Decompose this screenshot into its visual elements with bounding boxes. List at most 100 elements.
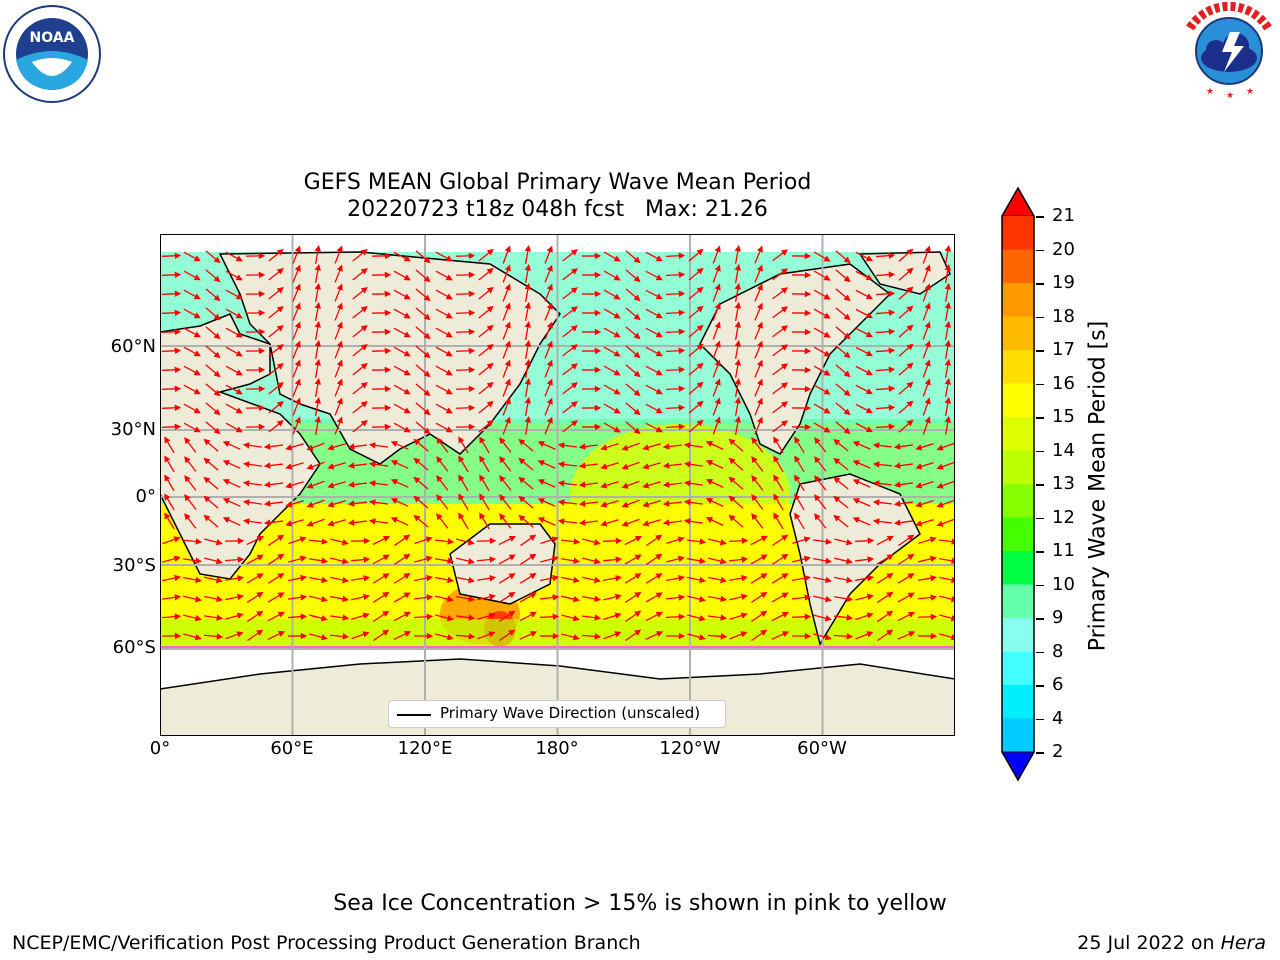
wave-arrow: [524, 358, 532, 378]
wave-arrow: [352, 324, 368, 338]
wave-arrow: [225, 289, 243, 300]
map-subtitle: 20220723 t18z 048h fcst Max: 21.26: [347, 197, 768, 222]
lon-tick-60e: 60°E: [270, 738, 314, 759]
colorbar-tick-mark: [1036, 752, 1044, 754]
wave-arrow: [666, 536, 685, 545]
wave-arrow: [582, 595, 602, 603]
wave-arrow: [662, 519, 683, 526]
wave-arrow: [285, 443, 304, 451]
wave-arrow: [562, 344, 578, 357]
wave-arrow: [855, 308, 874, 319]
wave-arrow: [415, 326, 431, 340]
wave-arrow: [537, 460, 556, 469]
wave-arrow: [705, 441, 724, 450]
wave-arrow: [267, 592, 285, 603]
noaa-logo-text: NOAA: [30, 30, 75, 46]
wave-arrow: [225, 384, 243, 395]
wave-arrow: [712, 264, 721, 283]
wave-arrow: [330, 576, 349, 584]
wave-arrow: [247, 629, 264, 642]
wave-arrow: [944, 358, 952, 378]
wave-arrow: [372, 554, 390, 565]
wave-arrow: [852, 498, 871, 507]
wave-arrow: [164, 474, 175, 492]
wave-arrow: [794, 512, 805, 530]
wave-arrow: [939, 633, 958, 641]
wave-arrow: [222, 479, 241, 488]
wave-arrow: [268, 325, 284, 338]
wave-arrow: [393, 365, 411, 376]
wave-arrow: [603, 251, 621, 262]
wave-arrow: [352, 286, 368, 300]
wave-arrow: [922, 378, 931, 397]
wave-arrow: [834, 576, 854, 584]
wave-arrow: [562, 363, 578, 376]
wave-arrow: [855, 612, 874, 621]
wave-arrow: [603, 346, 621, 357]
wave-arrow: [458, 474, 469, 492]
wave-arrow: [435, 422, 453, 433]
wave-arrow: [602, 537, 623, 545]
wave-arrow: [287, 594, 308, 601]
colorbar-tick-label: 12: [1052, 506, 1075, 528]
map-panel: Primary Wave Direction (unscaled): [159, 233, 959, 737]
wave-arrow: [688, 324, 704, 338]
colorbar-tick-mark: [1036, 283, 1044, 285]
wave-arrow: [772, 420, 789, 433]
wave-arrow: [183, 422, 201, 433]
wave-arrow: [183, 270, 201, 281]
wave-arrow: [314, 358, 322, 378]
wave-arrow: [833, 633, 854, 640]
wave-arrow: [734, 282, 742, 302]
colorbar-tick-label: 11: [1052, 540, 1075, 561]
wave-arrow: [314, 301, 322, 321]
lon-tick-60w: 60°W: [797, 738, 847, 759]
wave-arrow: [435, 308, 453, 319]
wave-arrow: [537, 498, 556, 507]
wave-arrow: [852, 441, 871, 450]
wave-arrow: [750, 573, 768, 584]
wave-arrow: [751, 610, 768, 623]
wave-arrow: [754, 359, 763, 378]
wave-arrow: [499, 456, 512, 472]
wave-arrow: [455, 290, 476, 298]
wave-arrow: [352, 267, 368, 281]
wave-arrow: [393, 346, 411, 357]
wave-arrow: [478, 248, 494, 262]
colorbar-tick-mark: [1036, 551, 1044, 553]
wave-arrow: [478, 286, 494, 300]
colorbar: [1000, 186, 1036, 782]
wave-arrow: [708, 595, 728, 602]
wave-arrow: [662, 462, 683, 469]
wave-arrow: [314, 320, 322, 340]
wave-arrow: [544, 321, 553, 340]
wave-arrow: [393, 308, 411, 319]
wave-arrow: [414, 574, 434, 582]
wave-arrow: [734, 415, 742, 435]
wave-arrow: [499, 610, 516, 623]
wave-arrow: [413, 613, 434, 620]
wave-arrow: [477, 612, 496, 620]
wave-arrow: [524, 339, 532, 359]
wave-arrow: [415, 250, 431, 264]
wave-arrow: [645, 327, 663, 338]
wave-arrow: [645, 611, 664, 622]
wave-arrow: [645, 251, 663, 262]
wave-arrow: [330, 538, 349, 546]
wave-arrow: [855, 422, 874, 433]
wave-arrow: [292, 302, 301, 321]
wave-arrow: [893, 519, 914, 526]
wave-arrow: [268, 306, 284, 319]
wave-arrow: [161, 404, 182, 412]
wave-arrow: [502, 283, 511, 302]
wave-arrow: [222, 517, 241, 526]
wave-arrow: [524, 263, 532, 283]
wave-arrow: [334, 302, 343, 321]
wave-arrow: [537, 517, 556, 526]
wave-arrow: [642, 462, 661, 470]
wave-arrow: [368, 461, 389, 468]
wave-arrow: [712, 340, 721, 359]
wave-arrow: [897, 611, 916, 622]
wave-arrow: [833, 457, 849, 471]
wave-arrow: [603, 593, 622, 601]
